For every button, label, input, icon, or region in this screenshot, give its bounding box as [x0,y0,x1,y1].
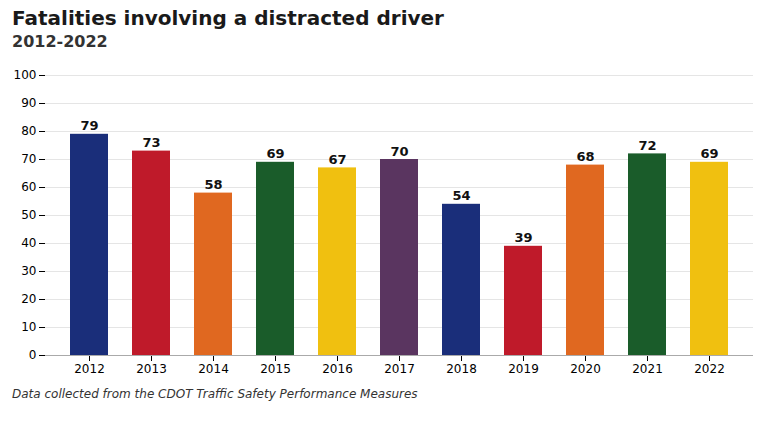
svg-text:40: 40 [21,236,36,250]
svg-text:30: 30 [21,264,36,278]
svg-text:2020: 2020 [570,362,601,376]
svg-text:2019: 2019 [508,362,539,376]
html-text:2012-2022: 2012-2022 [12,32,108,51]
svg-text:67: 67 [328,152,346,167]
svg-text:2022: 2022 [694,362,725,376]
svg-text:80: 80 [21,124,36,138]
svg-text:2021: 2021 [632,362,663,376]
svg-text:69: 69 [266,146,284,161]
svg-text:70: 70 [21,152,36,166]
svg-text:2017: 2017 [384,362,415,376]
svg-text:50: 50 [21,208,36,222]
svg-text:2012: 2012 [74,362,105,376]
svg-text:60: 60 [21,180,36,194]
svg-text:68: 68 [576,149,594,164]
svg-text:2013: 2013 [136,362,167,376]
svg-text:90: 90 [21,96,36,110]
svg-text:69: 69 [700,146,718,161]
svg-text:2014: 2014 [198,362,229,376]
svg-text:79: 79 [80,118,98,133]
svg-text:70: 70 [390,144,408,159]
svg-text:58: 58 [204,177,222,192]
html-text:Data collected from the CDOT T: Data collected from the CDOT Traffic Saf… [12,387,418,401]
svg-text:39: 39 [514,230,532,245]
svg-text:73: 73 [142,135,160,150]
svg-text:54: 54 [452,188,470,203]
svg-text:2018: 2018 [446,362,477,376]
html-text:Fatalities involving a distrac: Fatalities involving a distracted driver [12,6,444,30]
svg-text:2016: 2016 [322,362,353,376]
svg-text:0: 0 [29,348,37,362]
svg-text:72: 72 [638,138,656,153]
svg-text:10: 10 [21,320,36,334]
svg-text:20: 20 [21,292,36,306]
svg-text:100: 100 [14,68,37,82]
svg-text:2015: 2015 [260,362,291,376]
